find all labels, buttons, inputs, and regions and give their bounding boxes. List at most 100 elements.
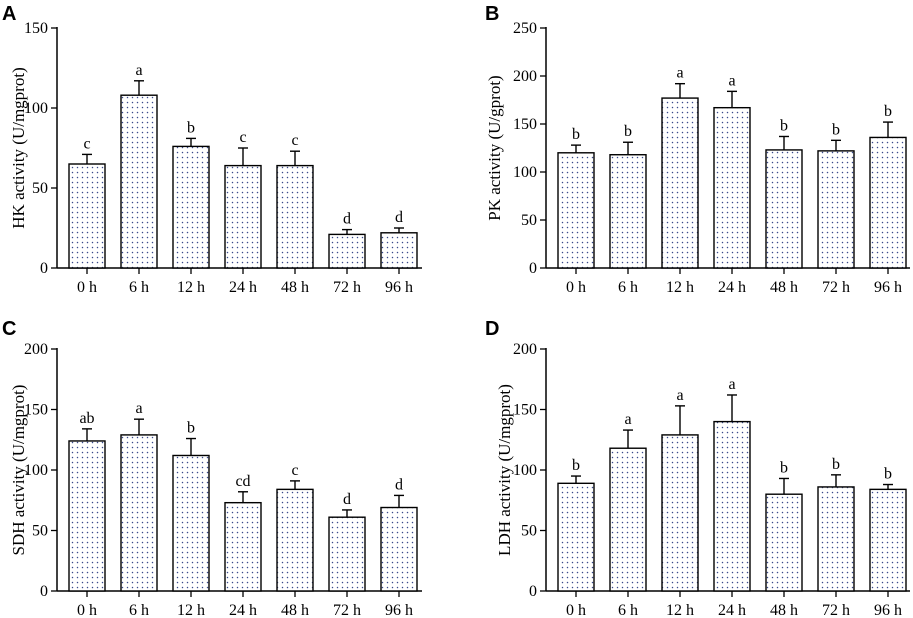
bar-6h: [609, 154, 647, 269]
significance-label: b: [572, 457, 580, 474]
y-axis-title: PK activity (U/gprot): [485, 75, 504, 220]
y-tick-label: 200: [513, 341, 537, 358]
significance-label: c: [239, 129, 246, 146]
significance-label: a: [624, 411, 631, 428]
y-tick-label: 100: [513, 164, 537, 181]
bar-48h: [765, 493, 803, 592]
x-tick-label: 48 h: [770, 279, 798, 296]
panel-letter: A: [2, 3, 16, 25]
significance-label: d: [343, 491, 351, 508]
significance-label: b: [832, 121, 840, 138]
x-tick-label: 0 h: [77, 279, 97, 296]
significance-label: b: [572, 126, 580, 143]
bar-0h: [68, 163, 106, 269]
significance-label: c: [291, 462, 298, 479]
y-axis-title: LDH activity (U/mgprot): [495, 384, 514, 556]
x-tick-label: 12 h: [666, 279, 694, 296]
x-tick-label: 72 h: [822, 602, 850, 618]
y-tick-label: 200: [513, 68, 537, 85]
significance-label: b: [884, 103, 892, 120]
bar-96h: [869, 488, 907, 592]
significance-label: cd: [235, 473, 250, 490]
x-tick-label: 96 h: [385, 279, 413, 296]
significance-label: b: [624, 123, 632, 140]
significance-label: b: [187, 119, 195, 136]
bar-72h: [328, 516, 366, 592]
significance-label: b: [832, 456, 840, 473]
significance-label: a: [135, 400, 142, 417]
y-tick-label: 0: [40, 583, 48, 600]
bar-24h: [713, 106, 751, 269]
x-tick-label: 0 h: [566, 602, 586, 618]
x-tick-label: 6 h: [129, 279, 149, 296]
significance-label: c: [83, 135, 90, 152]
panel-letter: D: [485, 318, 499, 340]
y-tick-label: 100: [513, 462, 537, 479]
significance-label: a: [728, 72, 735, 89]
x-tick-label: 12 h: [666, 602, 694, 618]
bar-48h: [765, 149, 803, 269]
significance-label: b: [187, 420, 195, 437]
x-tick-label: 96 h: [385, 602, 413, 618]
x-tick-label: 12 h: [177, 602, 205, 618]
x-tick-label: 6 h: [618, 602, 638, 618]
y-tick-label: 150: [24, 402, 48, 419]
bar-0h: [557, 152, 595, 269]
significance-label: b: [780, 459, 788, 476]
y-tick-label: 150: [513, 116, 537, 133]
y-axis-title: SDH activity (U/mgprot): [9, 385, 28, 556]
panel-a: A 0 50 100 150 HK activity (U/mgprot) c 0 h a 6 h…: [2, 3, 422, 296]
panel-d: D 0 50 100 150 200 LDH activity (U/mgprot) b 0 h…: [485, 318, 910, 618]
y-tick-label: 0: [529, 260, 537, 277]
x-tick-label: 0 h: [566, 279, 586, 296]
significance-label: ab: [79, 410, 94, 427]
bar-24h: [224, 501, 262, 592]
significance-label: a: [676, 387, 683, 404]
x-tick-label: 48 h: [770, 602, 798, 618]
significance-label: c: [291, 132, 298, 149]
bar-48h: [276, 488, 314, 592]
bar-12h: [661, 434, 699, 592]
bar-24h: [713, 420, 751, 592]
bar-48h: [276, 164, 314, 269]
y-tick-label: 50: [32, 180, 48, 197]
bar-24h: [224, 164, 262, 269]
significance-label: d: [343, 211, 351, 228]
y-tick-label: 250: [513, 20, 537, 37]
y-tick-label: 0: [529, 583, 537, 600]
x-tick-label: 6 h: [618, 279, 638, 296]
x-tick-label: 72 h: [333, 279, 361, 296]
bar-0h: [68, 440, 106, 592]
y-axis-title: HK activity (U/mgprot): [9, 67, 28, 228]
y-tick-label: 150: [24, 20, 48, 37]
bar-6h: [609, 447, 647, 592]
y-tick-label: 100: [24, 462, 48, 479]
x-tick-label: 72 h: [822, 279, 850, 296]
bar-0h: [557, 482, 595, 592]
bar-12h: [172, 145, 210, 269]
significance-label: a: [676, 65, 683, 82]
x-tick-label: 96 h: [874, 279, 902, 296]
x-tick-label: 24 h: [718, 602, 746, 618]
y-tick-label: 50: [521, 523, 537, 540]
x-tick-label: 12 h: [177, 279, 205, 296]
x-tick-label: 72 h: [333, 602, 361, 618]
bar-6h: [120, 94, 158, 269]
x-tick-label: 6 h: [129, 602, 149, 618]
significance-label: b: [884, 466, 892, 483]
bar-72h: [817, 150, 855, 269]
bar-72h: [328, 233, 366, 269]
x-tick-label: 24 h: [718, 279, 746, 296]
significance-label: a: [728, 376, 735, 393]
y-tick-label: 0: [40, 260, 48, 277]
significance-label: a: [135, 62, 142, 79]
x-tick-label: 24 h: [229, 279, 257, 296]
x-tick-label: 0 h: [77, 602, 97, 618]
x-tick-label: 48 h: [281, 602, 309, 618]
y-tick-label: 200: [24, 341, 48, 358]
bar-96h: [380, 506, 418, 592]
bar-96h: [869, 136, 907, 269]
bar-12h: [172, 454, 210, 592]
